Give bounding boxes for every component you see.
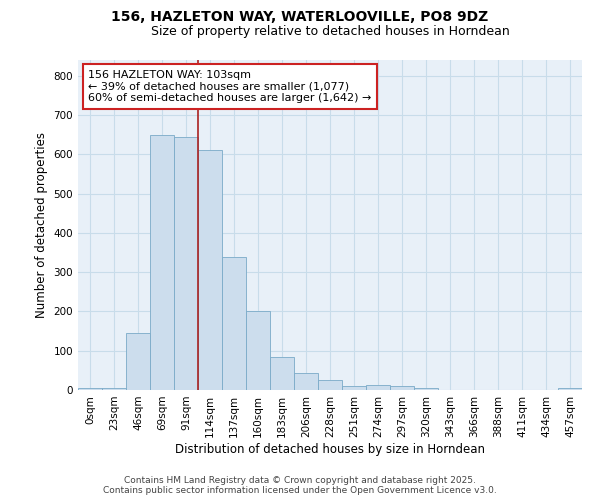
Bar (198, 150, 222, 390)
Bar (102, 388, 126, 390)
Text: 156 HAZLETON WAY: 103sqm
← 39% of detached houses are smaller (1,077)
60% of sem: 156 HAZLETON WAY: 103sqm ← 39% of detach… (88, 70, 371, 103)
Bar (414, 388, 438, 390)
Bar (174, 136, 198, 390)
Bar (150, 136, 174, 390)
Bar (294, 373, 318, 390)
Y-axis label: Number of detached properties: Number of detached properties (35, 132, 48, 318)
Text: Contains HM Land Registry data © Crown copyright and database right 2025.
Contai: Contains HM Land Registry data © Crown c… (103, 476, 497, 495)
Bar (318, 380, 342, 390)
Bar (222, 257, 246, 390)
Bar (366, 386, 390, 390)
Title: Size of property relative to detached houses in Horndean: Size of property relative to detached ho… (151, 25, 509, 38)
Bar (246, 312, 270, 390)
Bar (390, 386, 414, 390)
Bar (342, 386, 366, 390)
Bar (270, 356, 294, 390)
X-axis label: Distribution of detached houses by size in Horndean: Distribution of detached houses by size … (175, 442, 485, 456)
Bar (558, 388, 582, 390)
Bar (126, 333, 150, 390)
Bar (78, 388, 102, 390)
Text: 156, HAZLETON WAY, WATERLOOVILLE, PO8 9DZ: 156, HAZLETON WAY, WATERLOOVILLE, PO8 9D… (112, 10, 488, 24)
